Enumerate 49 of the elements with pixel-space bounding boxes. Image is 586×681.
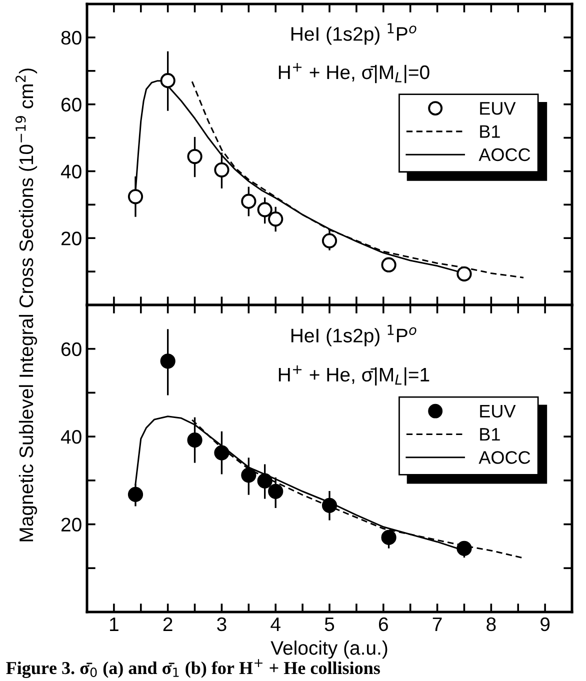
x-tick-label: 4 — [270, 618, 280, 631]
y-tick-label: 20 — [61, 518, 82, 532]
y-tick-label: 40 — [60, 430, 82, 444]
point — [160, 73, 176, 88]
point — [322, 233, 338, 248]
point — [268, 211, 284, 227]
point — [456, 266, 472, 282]
x-tick-label: 8 — [486, 617, 496, 632]
point — [187, 148, 202, 164]
caption: Figure 3. σ̄$_{0}$ (a) and σ̄$_{1}$ (b) for H$^{+}$ + He collisions — [6, 659, 380, 678]
annotation: HeI (1s2p) $^{1}$P$^{o}$ — [291, 324, 416, 346]
x-axis-title: Velocity (a.u.) — [270, 640, 388, 659]
point — [241, 194, 256, 209]
point — [257, 473, 272, 488]
y-tick-label: 60 — [62, 342, 82, 356]
point — [128, 189, 144, 204]
point — [214, 162, 230, 178]
annotation: H$^{+}$ + He, σ̄|M$_{L}$|=1 — [278, 365, 430, 386]
point — [187, 432, 202, 448]
point — [381, 530, 396, 546]
y-tick-label: 40 — [60, 164, 82, 178]
legend-label: B1 — [480, 125, 500, 138]
y-tick-label: 20 — [61, 232, 82, 246]
point — [160, 354, 176, 369]
legend-label: EUV — [480, 102, 516, 115]
y-tick-label: 60 — [62, 98, 82, 112]
x-tick-label: 9 — [540, 617, 550, 632]
annotation: H$^{+}$ + He, σ̄|M$_{L}$|=0 — [278, 63, 430, 84]
annotation: HeI (1s2p) $^{1}$P$^{o}$ — [291, 23, 416, 45]
point — [381, 257, 396, 272]
legend-label: AOCC — [478, 148, 530, 162]
legend-label: AOCC — [478, 451, 530, 464]
x-tick-label: 5 — [324, 618, 334, 632]
y-tick-label: 80 — [61, 30, 82, 45]
point — [241, 468, 256, 483]
x-tick-label: 6 — [378, 617, 388, 632]
legend-label: B1 — [480, 428, 500, 441]
x-tick-label: 3 — [217, 617, 226, 632]
point — [128, 486, 144, 502]
y-axis-title: Magnetic Sublevel Integral Cross Sections (10$^{−19}$ cm$^{2}$) — [15, 68, 38, 542]
legend-label: EUV — [480, 404, 516, 418]
point — [322, 498, 338, 513]
point — [456, 540, 472, 556]
point — [214, 445, 230, 460]
point — [257, 202, 272, 218]
x-tick-label: 2 — [163, 617, 172, 631]
x-tick-label: 7 — [432, 618, 442, 631]
x-tick-label: 1 — [110, 618, 118, 631]
point — [268, 484, 284, 499]
